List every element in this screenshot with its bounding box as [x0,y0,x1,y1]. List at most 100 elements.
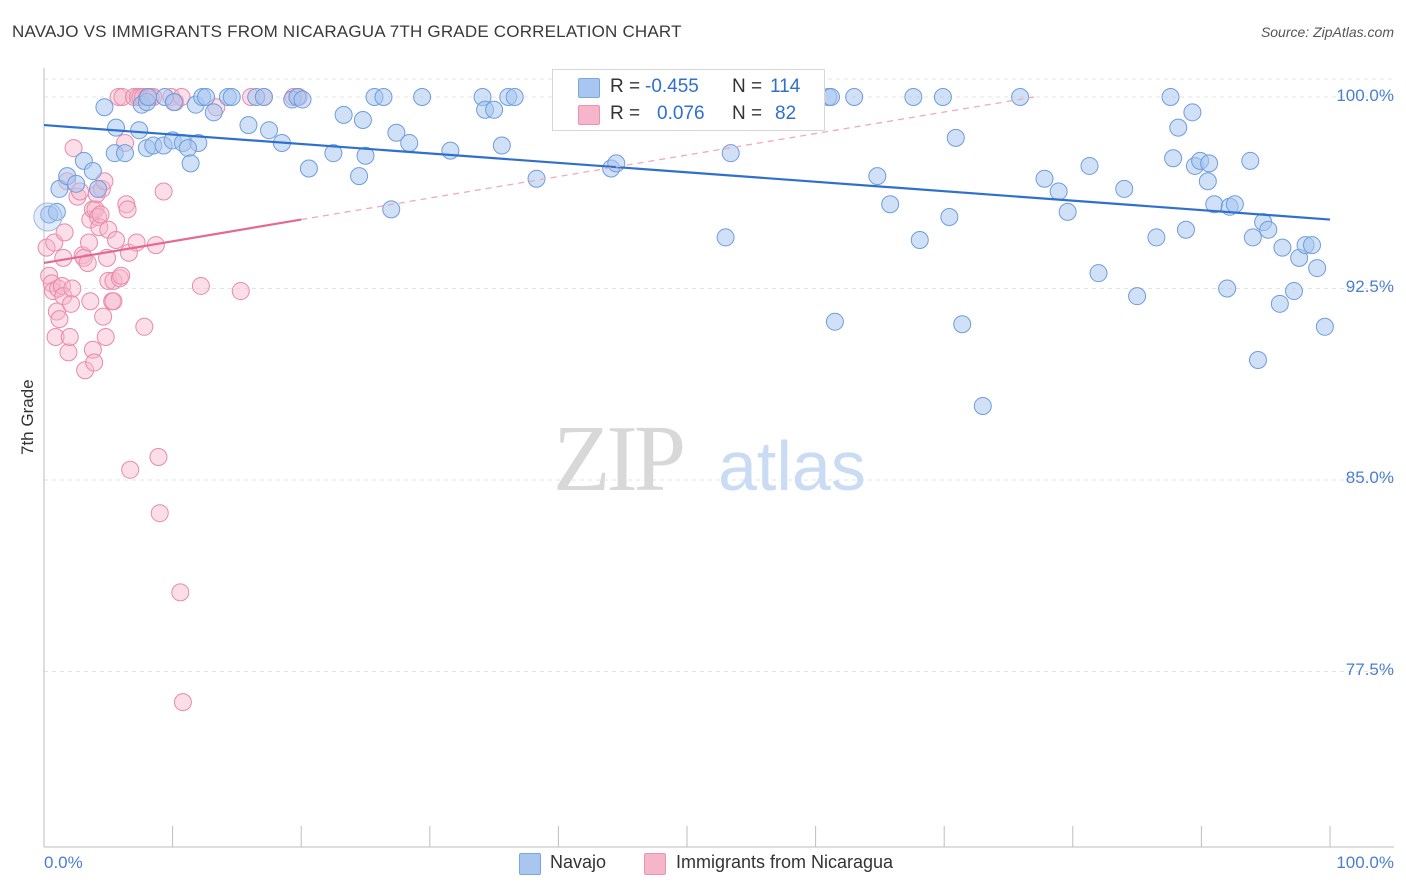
legend-n-label: N = [732,76,763,97]
navajo-point [1147,228,1166,247]
nicaragua-trend-line [43,218,302,265]
navajo-point [387,123,406,142]
navajo-point [1161,88,1180,106]
navajo-point [33,202,63,232]
nicaragua-point [150,504,169,523]
y-tick-label: 92.5% [1345,277,1394,296]
navajo-point [1164,149,1183,168]
y-axis-label: 7th Grade [18,379,37,455]
navajo-point [492,136,511,155]
x-tick-label: 100.0% [1336,853,1394,872]
nicaragua-point [104,292,123,311]
nicaragua-point [171,583,190,602]
navajo-point [1011,88,1030,106]
navajo-point [933,88,952,106]
navajo-point [116,144,135,163]
nicaragua-point [99,220,118,239]
navajo-point [353,110,372,129]
nicaragua-point [46,328,65,347]
nicaragua-point [44,282,63,301]
navajo-point [334,105,353,124]
navajo-point [179,139,198,158]
navajo-point [1080,156,1099,175]
navajo-point [1243,228,1262,247]
navajo-point [845,88,864,106]
nicaragua-point [154,182,173,201]
navajo-point [1198,172,1217,191]
navajo-point [293,90,312,109]
navajo-points [33,88,1334,415]
navajo-point [1273,238,1292,257]
navajo-point [413,88,432,106]
nicaragua-point [64,139,83,158]
legend-row-nicaragua: R = 0.076 N = 82 [553,100,824,128]
nicaragua-point [121,460,140,479]
x-tick-marks [43,826,1331,847]
nicaragua-point [149,448,168,467]
navajo-point [1308,259,1327,278]
navajo-point [822,88,841,106]
nicaragua-point [191,276,210,295]
navajo-trend-line [43,123,1331,221]
navajo-point [1241,151,1260,170]
navajo-point [67,174,86,193]
navajo-point [95,98,114,117]
nicaragua-point [109,88,128,106]
bottom-legend-navajo: Navajo [550,852,607,872]
navajo-point [164,93,183,112]
nicaragua-point [55,223,74,242]
nicaragua-point [50,310,69,329]
y-tick-label: 85.0% [1345,468,1394,487]
navajo-point [441,141,460,160]
nicaragua-point [81,292,100,311]
navajo-point [324,144,343,163]
chart-title: NAVAJO VS IMMIGRANTS FROM NICARAGUA 7TH … [12,22,682,41]
navajo-point [139,88,158,106]
navajo-swatch [578,78,600,98]
navajo-point [47,202,66,221]
nicaragua-point [107,230,126,249]
nicaragua-point [231,282,250,301]
navajo-point [350,167,369,186]
navajo-point [940,208,959,227]
navajo-point [1058,202,1077,221]
axes [43,68,1394,848]
navajo-point [1270,294,1289,313]
navajo-point [910,230,929,249]
navajo-point [973,396,992,415]
navajo-point [1169,118,1188,137]
nicaragua-point [83,340,102,359]
navajo-point [107,118,126,137]
nicaragua-point [118,200,137,219]
nicaragua-point [80,233,99,252]
navajo-point [1218,279,1237,298]
legend-r-label: R = [610,103,641,124]
navajo-point [89,179,108,198]
navajo-point [181,154,200,173]
navajo-point [299,159,318,178]
nicaragua-point [112,266,131,285]
nicaragua-point [63,279,82,298]
navajo-point [904,88,923,106]
nicaragua-point [94,307,113,326]
navajo-point [881,195,900,214]
navajo-point [254,88,273,106]
nicaragua-point [54,287,73,306]
navajo-point [1248,350,1267,369]
navajo-point [400,133,419,152]
navajo-point [1035,169,1054,188]
navajo-point [1200,154,1219,173]
y-tick-label: 100.0% [1336,86,1394,105]
bottom-legend-nicaragua-swatch [644,853,666,875]
navajo-point [1302,236,1321,255]
nicaragua-point [173,693,192,712]
navajo-point [222,88,241,106]
navajo-point [374,88,393,106]
navajo-point [946,128,965,147]
navajo-point [204,103,223,122]
navajo-point [485,100,504,119]
legend-n-label: N = [732,103,763,124]
watermark-atlas: atlas [718,427,866,505]
navajo-point [505,88,524,106]
